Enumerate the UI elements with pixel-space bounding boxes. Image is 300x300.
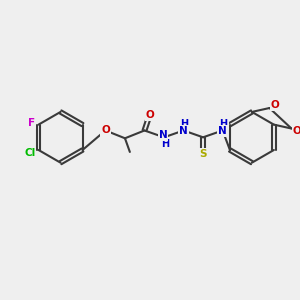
- Text: N: N: [218, 126, 227, 136]
- Text: F: F: [28, 118, 35, 128]
- Text: H: H: [161, 139, 169, 149]
- Text: O: O: [101, 125, 110, 136]
- Text: O: O: [146, 110, 155, 120]
- Text: H: H: [220, 118, 228, 129]
- Text: O: O: [293, 126, 300, 136]
- Text: O: O: [271, 100, 280, 110]
- Text: H: H: [181, 118, 189, 129]
- Text: N: N: [159, 130, 167, 140]
- Text: S: S: [199, 149, 207, 159]
- Text: N: N: [179, 126, 188, 136]
- Text: Cl: Cl: [24, 148, 35, 158]
